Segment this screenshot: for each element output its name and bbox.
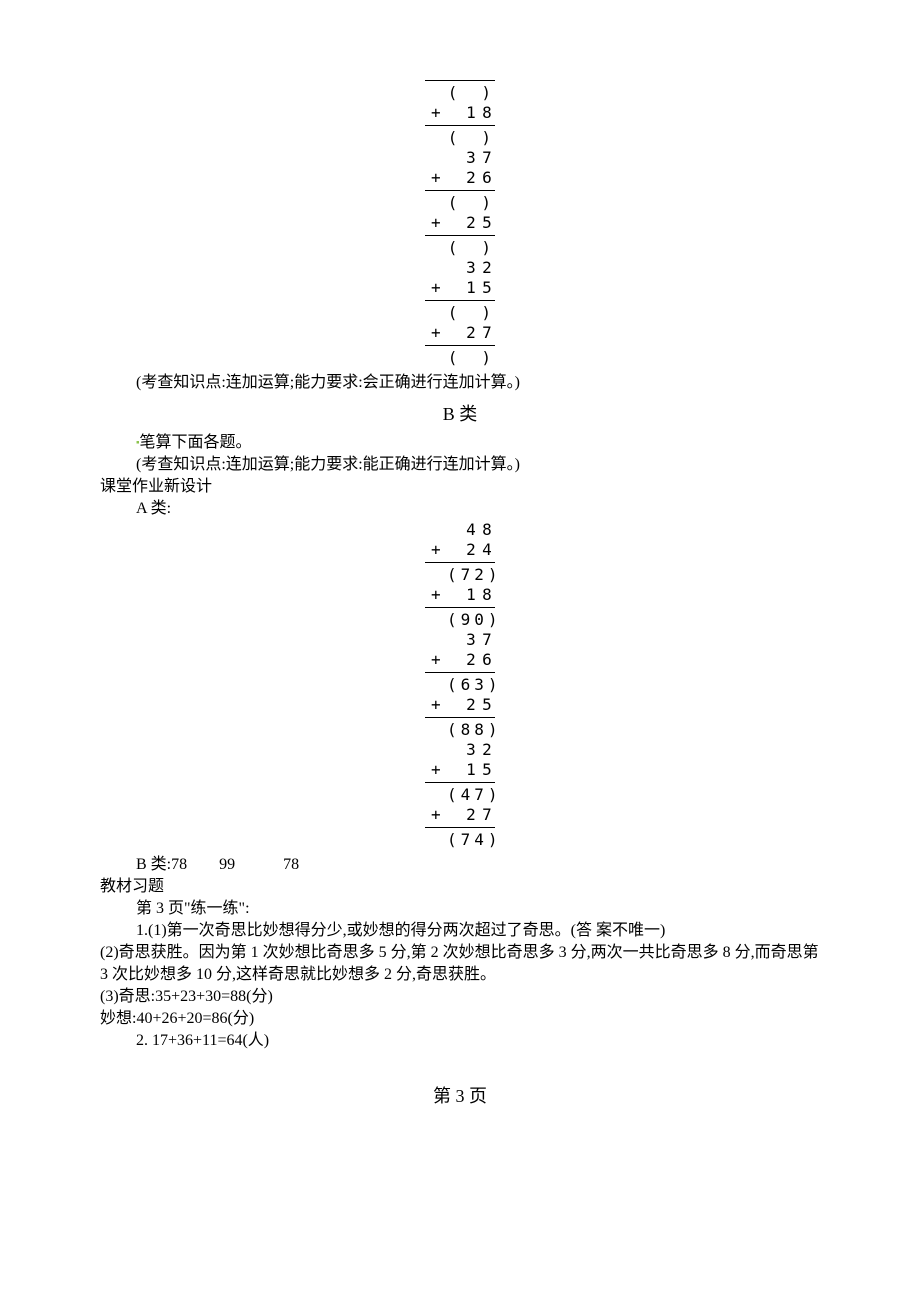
calc-number-row: 32 [425,258,495,278]
calc-result-row: ( ) [425,128,495,148]
calc-result-row: (47) [425,785,495,805]
calc-rule [425,300,495,301]
calc-result-row: ( ) [425,303,495,323]
calc-result-row: ( ) [425,238,495,258]
calc-rule [425,717,495,718]
calc-operand-row: +25 [425,695,495,715]
calc-rule [425,607,495,608]
note-a: (考查知识点:连加运算;能力要求:会正确进行连加计算。) [100,372,820,394]
calc-result-row: ( ) [425,348,495,368]
calc-rule [425,80,495,81]
calc-rule [425,125,495,126]
page3-label: 第 3 页"练一练": [100,898,820,920]
answer-1-4: 妙想:40+26+20=86(分) [100,1008,820,1030]
calc-operand-row: +18 [425,103,495,123]
calc-operand-row: +25 [425,213,495,233]
calc-operand-row: +27 [425,805,495,825]
calc-operand-row: +26 [425,650,495,670]
b-class-result: B 类:78 99 78 [100,854,820,876]
answer-1-1: 1.(1)第一次奇思比妙想得分少,或妙想的得分两次超过了奇思。(答 案不唯一) [100,920,820,942]
calc-operand-row: +27 [425,323,495,343]
calc-number-row: 48 [425,520,495,540]
calc-rule [425,827,495,828]
calc-rule [425,562,495,563]
calc-rule [425,782,495,783]
calc-result-row: ( ) [425,193,495,213]
b-note: (考查知识点:连加运算;能力要求:能正确进行连加计算。) [100,454,820,476]
calc-operand-row: +26 [425,168,495,188]
calc-operand-row: +18 [425,585,495,605]
document-page: ( )+18( )37+26( )+25( )32+15( )+27( ) (考… [0,0,920,1302]
calc-result-row: (63) [425,675,495,695]
b-instruction: ▪笔算下面各题。 [100,432,820,454]
calc-rule [425,235,495,236]
calc-rule [425,190,495,191]
page-footer: 第 3 页 [100,1082,820,1108]
calc-result-row: (74) [425,830,495,850]
calc-number-row: 37 [425,630,495,650]
calc-rule [425,345,495,346]
calc-result-row: (90) [425,610,495,630]
calc-operand-row: +24 [425,540,495,560]
answer-1-3: (3)奇思:35+23+30=88(分) [100,986,820,1008]
answer-1-2: (2)奇思获胜。因为第 1 次妙想比奇思多 5 分,第 2 次妙想比奇思多 3 … [100,942,820,986]
calc-result-row: (88) [425,720,495,740]
calculation-block-1: ( )+18( )37+26( )+25( )32+15( )+27( ) [100,80,820,368]
heading-b-class: B 类 [100,400,820,426]
b-instruction-text: 笔算下面各题。 [140,434,252,451]
calculation-block-2: 48+24 (72)+18 (90)37+26 (63)+25 (88)32+15 (47… [100,520,820,850]
answer-2: 2. 17+36+11=64(人) [100,1030,820,1052]
a-class-label: A 类: [100,498,820,520]
calc-operand-row: +15 [425,278,495,298]
calc-rule [425,672,495,673]
calc-result-row: ( ) [425,83,495,103]
calc-operand-row: +15 [425,760,495,780]
section-textbook: 教材习题 [100,876,820,898]
calc-number-row: 37 [425,148,495,168]
calc-number-row: 32 [425,740,495,760]
section-homework: 课堂作业新设计 [100,476,820,498]
calc-result-row: (72) [425,565,495,585]
